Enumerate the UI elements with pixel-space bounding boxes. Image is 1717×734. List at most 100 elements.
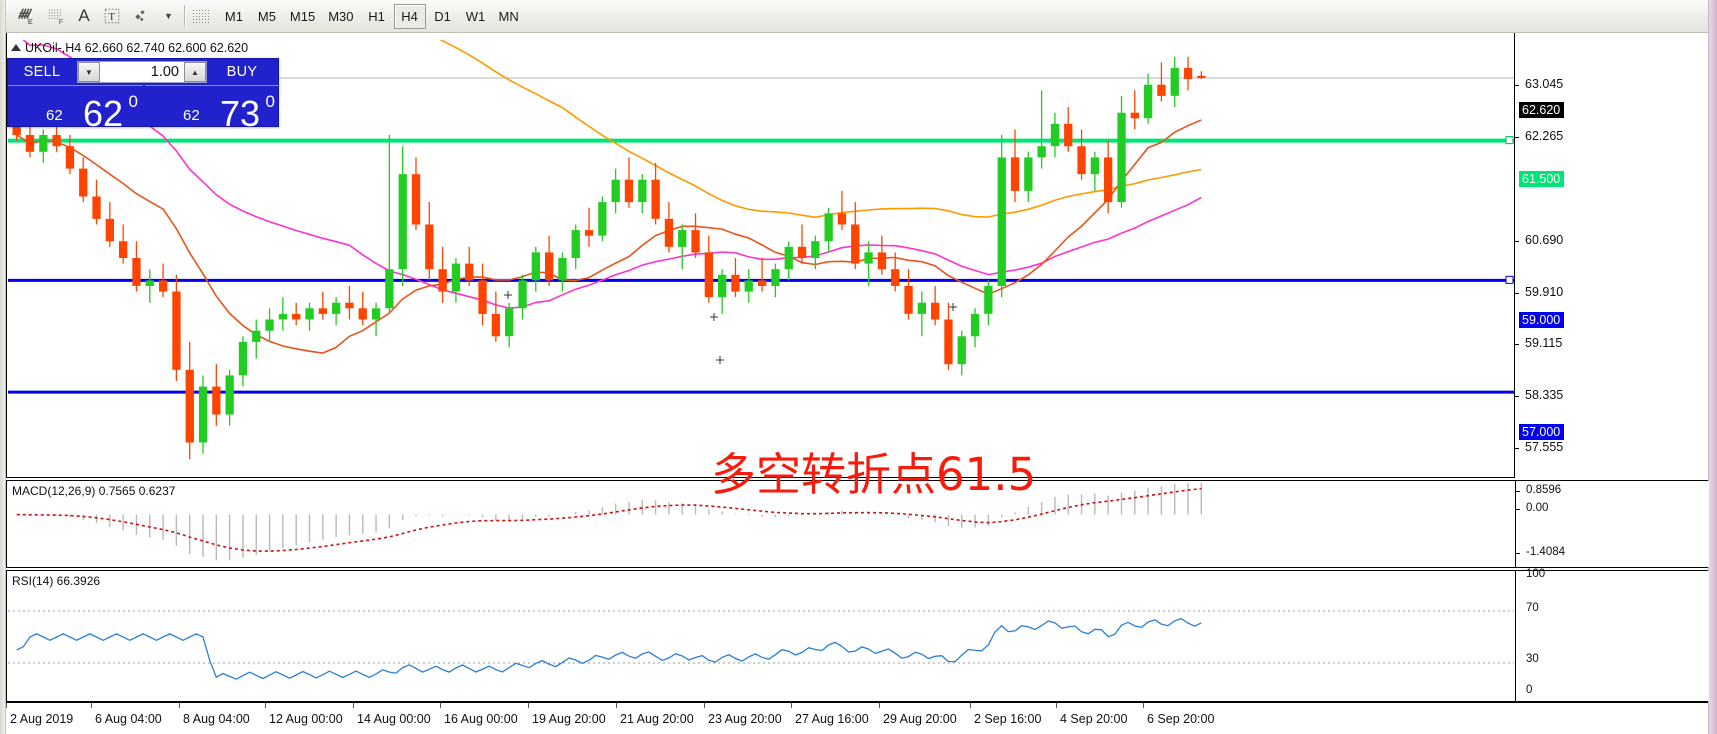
rsi-pane[interactable]: RSI(14) 66.3926 100 70 30 0 — [6, 568, 1709, 702]
time-axis-tick — [440, 703, 441, 708]
time-axis-label: 8 Aug 04:00 — [183, 712, 250, 726]
objects-icon[interactable] — [127, 3, 157, 30]
toolbar-grip[interactable] — [191, 9, 210, 23]
volume-increase-button[interactable]: ▲ — [184, 62, 206, 82]
buy-button[interactable]: BUY — [226, 64, 258, 80]
time-axis-tick — [91, 703, 92, 708]
rsi-axis: 100 70 30 0 — [1515, 568, 1709, 701]
time-axis-tick — [1056, 703, 1057, 708]
macd-pane[interactable]: MACD(12,26,9) 0.7565 0.6237 0.8596 0.00 -1… — [6, 480, 1709, 568]
timeframe-w1[interactable]: W1 — [465, 8, 486, 24]
price-level-tag[interactable]: 57.000 — [1519, 424, 1565, 440]
crosshair-grid-icon[interactable]: F — [41, 3, 71, 30]
collapse-triangle-icon[interactable] — [11, 44, 21, 51]
chevron-up-icon: ▲ — [191, 67, 199, 77]
timeframe-d1[interactable]: D1 — [434, 8, 451, 24]
volume-stepper[interactable]: ▼ 1.00 ▲ — [77, 61, 207, 83]
time-axis-tick — [970, 703, 971, 708]
sell-button[interactable]: SELL — [23, 64, 61, 80]
price-axis-label: 57.555 — [1525, 440, 1564, 454]
time-axis-label: 19 Aug 20:00 — [532, 712, 606, 726]
time-axis-tick — [704, 703, 705, 708]
macd-axis-label: 0.00 — [1526, 502, 1549, 514]
rsi-plot-area[interactable] — [8, 572, 1514, 700]
timeframe-h4[interactable]: H4 — [393, 3, 426, 29]
one-click-trading-panel[interactable]: SELL ▼ 1.00 ▲ BUY 62 62 0 62 73 0 — [7, 58, 280, 132]
timeframe-mn[interactable]: MN — [498, 8, 519, 24]
price-axis-tick — [1515, 344, 1519, 345]
price-axis-label: 59.115 — [1525, 336, 1563, 350]
time-axis-label: 14 Aug 00:00 — [357, 712, 431, 726]
timeframe-m5[interactable]: M5 — [257, 8, 276, 24]
chart-symbol-label: UKOil-,H4 62.660 62.740 62.600 62.620 — [11, 41, 248, 55]
macd-axis-tick — [1516, 553, 1520, 554]
time-axis-tick — [879, 703, 880, 708]
price-axis-tick — [1515, 85, 1519, 86]
macd-axis-tick — [1516, 491, 1520, 492]
time-axis-label: 2 Aug 2019 — [10, 712, 74, 726]
sell-price-prefix: 62 — [46, 107, 63, 124]
price-axis-tick — [1515, 137, 1519, 138]
macd-axis-label: -1.4084 — [1526, 546, 1566, 558]
time-axis-label: 4 Sep 20:00 — [1060, 712, 1128, 726]
price-pane[interactable]: UKOil-,H4 62.660 62.740 62.600 62.620 — [6, 33, 1708, 478]
price-axis-label: 59.910 — [1525, 285, 1564, 299]
price-axis-tick — [1515, 396, 1519, 397]
right-dock-strip — [1708, 0, 1717, 734]
timeframe-h1[interactable]: H1 — [368, 8, 385, 24]
text-object-icon[interactable]: T — [97, 3, 127, 30]
time-axis-label: 6 Aug 04:00 — [95, 712, 162, 726]
chart-toolbar: E F A T ▼ — [6, 0, 1708, 33]
price-chart-svg — [8, 40, 1514, 460]
buy-price-prefix: 62 — [183, 107, 200, 124]
buy-price-point: 0 — [265, 92, 275, 111]
sell-price-cell[interactable]: 62 62 0 — [8, 85, 143, 132]
rsi-axis-label: 70 — [1526, 602, 1539, 614]
time-axis-tick — [528, 703, 529, 708]
text-label-icon[interactable]: A — [71, 3, 97, 30]
timeframe-m15[interactable]: M15 — [289, 8, 316, 24]
objects-dropdown-arrow[interactable]: ▼ — [157, 3, 178, 30]
macd-chart-svg — [16, 482, 1203, 561]
timeframe-m1[interactable]: M1 — [224, 8, 243, 24]
chart-annotation-text[interactable]: 多空转折点61.5 — [711, 448, 1037, 501]
trade-panel-top-row: SELL ▼ 1.00 ▲ BUY — [8, 59, 280, 85]
time-axis-label: 16 Aug 00:00 — [444, 712, 518, 726]
macd-plot-area[interactable] — [8, 482, 1514, 566]
text-label-glyph: A — [78, 6, 90, 25]
trade-panel-quotes: 62 62 0 62 73 0 — [8, 85, 280, 132]
time-axis-tick — [6, 703, 7, 708]
price-plot-area[interactable] — [8, 40, 1514, 476]
price-axis-tick — [1515, 293, 1519, 294]
price-level-tag[interactable]: 62.620 — [1519, 102, 1565, 118]
time-axis[interactable]: 2 Aug 2019 6 Aug 04:00 8 Aug 04:00 12 Aug 0… — [6, 702, 1708, 734]
macd-axis-tick — [1516, 509, 1520, 510]
left-dock-strip — [0, 0, 6, 734]
time-axis-label: 2 Sep 16:00 — [974, 712, 1042, 726]
price-level-tag[interactable]: 59.000 — [1519, 312, 1565, 328]
indicator-list-icon[interactable]: E — [11, 3, 41, 30]
price-axis[interactable]: 63.045 62.265 60.690 59.910 59.115 58.335 57.5… — [1514, 33, 1708, 506]
rsi-label: RSI(14) 66.3926 — [12, 574, 101, 588]
rsi-axis-label: 100 — [1526, 568, 1546, 580]
macd-label: MACD(12,26,9) 0.7565 0.6237 — [12, 484, 176, 498]
time-axis-tick — [265, 703, 266, 708]
sell-price-point: 0 — [128, 92, 138, 111]
svg-text:F: F — [59, 17, 64, 26]
volume-decrease-button[interactable]: ▼ — [78, 62, 100, 82]
buy-price-cell[interactable]: 62 73 0 — [145, 85, 280, 132]
price-axis-tick — [1515, 241, 1519, 242]
time-axis-label: 12 Aug 00:00 — [269, 712, 343, 726]
volume-input[interactable]: 1.00 — [100, 62, 184, 82]
time-axis-tick — [353, 703, 354, 708]
price-level-tag[interactable]: 61.500 — [1519, 171, 1565, 187]
svg-text:E: E — [28, 17, 33, 26]
price-axis-label: 60.690 — [1525, 233, 1564, 247]
buy-price-main: 73 — [219, 93, 260, 134]
time-axis-tick — [791, 703, 792, 708]
symbol-ohlc-text: UKOil-,H4 62.660 62.740 62.600 62.620 — [25, 41, 249, 55]
macd-axis: 0.8596 0.00 -1.4084 — [1515, 481, 1709, 567]
time-axis-tick — [1143, 703, 1144, 708]
chart-window[interactable]: UKOil-,H4 62.660 62.740 62.600 62.620 63… — [6, 33, 1709, 734]
timeframe-m30[interactable]: M30 — [328, 8, 354, 24]
